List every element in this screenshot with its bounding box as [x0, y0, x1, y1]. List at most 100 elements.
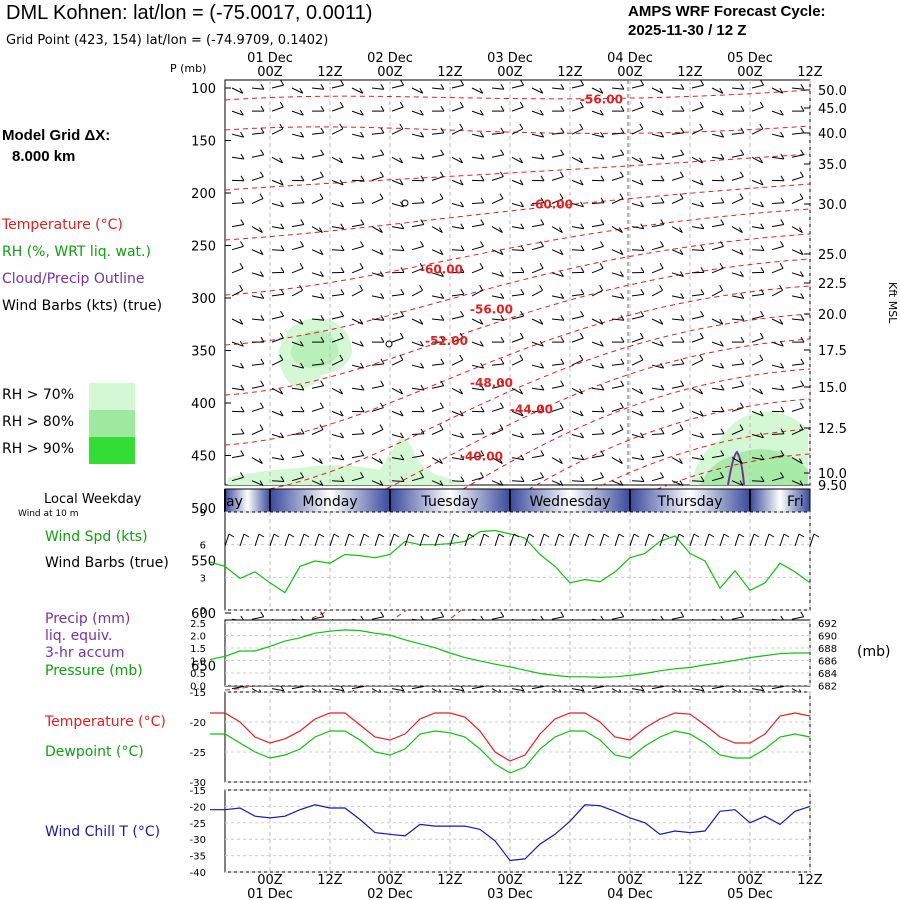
wind-barb	[451, 179, 464, 186]
wind-barb	[271, 457, 284, 461]
wind-barb	[359, 340, 364, 347]
wind-barb	[311, 176, 324, 181]
wind-barb	[791, 295, 804, 299]
wind-barb	[491, 198, 504, 204]
wind-barb	[371, 457, 383, 465]
wind-barb	[659, 109, 664, 116]
wind-barb	[491, 176, 504, 181]
surface-wind-barb	[693, 533, 700, 538]
wind-barb	[620, 127, 625, 134]
wind-barb	[231, 433, 245, 435]
wind-barb	[740, 149, 745, 156]
wind-barb	[780, 219, 785, 225]
wind-barb	[771, 245, 784, 251]
wind-barb	[779, 88, 784, 94]
surface-wind-barb	[303, 533, 310, 538]
temp-panel-tick-label: -25	[190, 748, 206, 759]
wind-barb	[451, 387, 463, 395]
wind-barb	[631, 688, 644, 692]
wind-barb	[331, 315, 344, 320]
wind-barb	[571, 156, 583, 164]
wind-barb	[479, 263, 484, 269]
wind-barb	[739, 424, 744, 430]
wind-barb	[798, 458, 803, 464]
wind-barb	[498, 458, 503, 464]
wind-barb	[380, 105, 385, 112]
wind-barb	[371, 429, 384, 435]
wind-barb	[711, 686, 724, 690]
wind-barb	[399, 101, 404, 108]
wind-barb	[679, 193, 684, 199]
wind-barb	[660, 406, 665, 413]
wind-barb	[571, 203, 584, 208]
wind-barb	[659, 88, 664, 94]
wind-barb	[531, 133, 544, 138]
wind-barb	[751, 457, 764, 461]
wind-barb	[339, 123, 344, 130]
wind-barb	[451, 203, 464, 208]
wind-barb	[639, 101, 644, 108]
wind-barb	[291, 267, 304, 274]
dewpoint-line	[210, 730, 811, 774]
wind-barb	[591, 341, 604, 347]
surface-wind-barb	[539, 533, 545, 547]
wind-barb	[351, 156, 364, 160]
wind-barb	[411, 364, 424, 369]
wind-barb	[759, 332, 764, 339]
wind-barb	[331, 226, 344, 230]
wind-barb	[371, 480, 384, 487]
wind-barb	[740, 358, 745, 365]
surface-wind-barb	[614, 533, 620, 547]
surface-wind-barb	[659, 533, 665, 547]
wind-barb	[420, 197, 425, 203]
wind-barb	[258, 227, 263, 233]
wind-barb	[571, 410, 584, 417]
time-tick-label: 12Z	[437, 873, 463, 888]
wind-barb	[540, 197, 545, 203]
wind-barb	[339, 101, 344, 108]
wind-barb	[671, 429, 684, 435]
wind-barb	[751, 359, 764, 366]
wind-barb	[760, 201, 764, 208]
wind-barb	[311, 429, 324, 435]
wind-barb	[240, 241, 244, 247]
wind-barb	[599, 285, 604, 291]
kft-tick-label: 40.0	[818, 127, 847, 142]
wind-barb	[260, 380, 265, 387]
wind-barb	[720, 450, 725, 456]
wind-barb	[271, 203, 284, 208]
wind-barb	[779, 109, 784, 116]
isotherm-line	[224, 208, 811, 296]
wind-barb	[379, 402, 384, 408]
wind-barb	[519, 179, 524, 186]
wind-barb	[671, 154, 684, 158]
rh-region	[290, 330, 339, 368]
wind-barb	[699, 388, 704, 395]
wind-barb	[559, 402, 564, 408]
wind-barb	[671, 457, 683, 465]
wind-barb	[500, 611, 505, 618]
wind-barb	[539, 109, 544, 116]
time-tick-label: 12Z	[317, 873, 343, 888]
wind-barb	[791, 272, 804, 277]
wind-barb	[231, 133, 244, 138]
wind-barb	[671, 480, 684, 487]
wind-barb	[660, 362, 665, 369]
wind-barb	[611, 198, 624, 204]
rh-region	[228, 438, 470, 485]
wind-barb	[451, 128, 464, 135]
wind-barb	[431, 154, 444, 158]
wind-barb	[240, 450, 245, 456]
wind-barb	[600, 384, 605, 391]
surface-wind-barb	[603, 533, 610, 538]
wind-barb	[551, 226, 563, 234]
wind-barb	[519, 354, 524, 361]
wind-barb	[720, 362, 725, 369]
wind-barb	[491, 385, 504, 389]
wind-barb	[671, 385, 684, 389]
kft-tick-label: 9.50	[818, 479, 847, 494]
wind-barb	[511, 434, 524, 439]
wind-barb	[611, 87, 624, 90]
wind-barb	[460, 245, 465, 251]
wind-panel-tick-label: 3	[200, 573, 206, 584]
